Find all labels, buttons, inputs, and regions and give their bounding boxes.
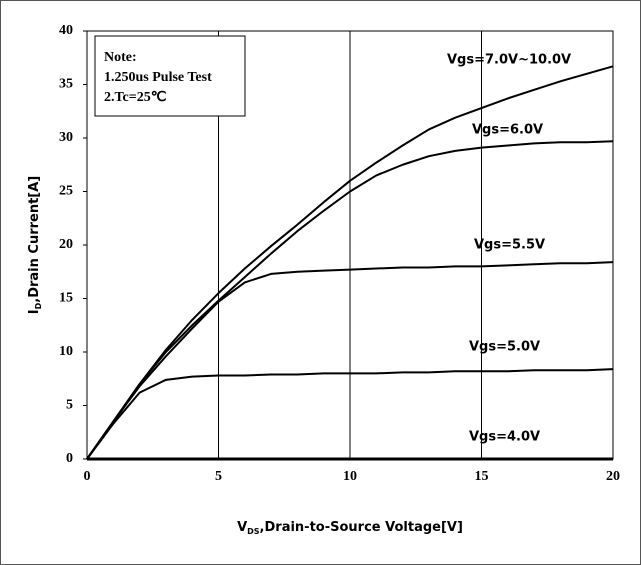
y-tick-label: 30 <box>59 130 73 145</box>
series-label: Vgs=7.0V~10.0V <box>447 53 571 68</box>
y-axis-label-part: D <box>34 302 43 309</box>
y-tick-label: 20 <box>59 237 73 252</box>
series-line <box>86 261 614 460</box>
note-line: 2.Tc=25℃ <box>104 90 167 105</box>
series-label: Vgs=6.0V <box>472 123 543 138</box>
y-tick-label: 5 <box>66 398 73 413</box>
series-line <box>86 368 614 460</box>
x-tick-label: 5 <box>215 469 222 484</box>
y-tick-label: 40 <box>59 23 73 38</box>
x-tick-label: 15 <box>475 469 489 484</box>
series-label: Vgs=4.0V <box>469 430 540 445</box>
x-axis-label: VDS,Drain-to-Source Voltage[V] <box>237 520 463 536</box>
x-tick-label: 20 <box>606 469 620 484</box>
x-tick-label: 0 <box>84 469 91 484</box>
note-line: Note: <box>104 50 137 65</box>
series-line <box>86 65 614 460</box>
y-tick-label: 35 <box>59 77 73 92</box>
series-line <box>86 140 614 460</box>
y-axis-label-part: I <box>27 309 42 314</box>
series-label: Vgs=5.5V <box>474 238 545 253</box>
x-axis-label-part: V <box>237 520 247 535</box>
series-label: Vgs=5.0V <box>469 340 540 355</box>
y-tick-label: 15 <box>59 291 73 306</box>
note-line: 1.250us Pulse Test <box>104 70 212 85</box>
y-axis-label-part: ,Drain Current[A] <box>27 176 42 303</box>
x-tick-label: 10 <box>343 469 357 484</box>
note-box <box>94 35 246 117</box>
y-tick-label: 25 <box>59 184 73 199</box>
x-axis-label-part: DS <box>247 527 260 536</box>
y-tick-label: 10 <box>59 344 73 359</box>
y-tick-label: 0 <box>66 451 73 466</box>
y-axis-label: ID,Drain Current[A] <box>27 176 43 314</box>
x-axis-label-part: ,Drain-to-Source Voltage[V] <box>260 520 463 535</box>
